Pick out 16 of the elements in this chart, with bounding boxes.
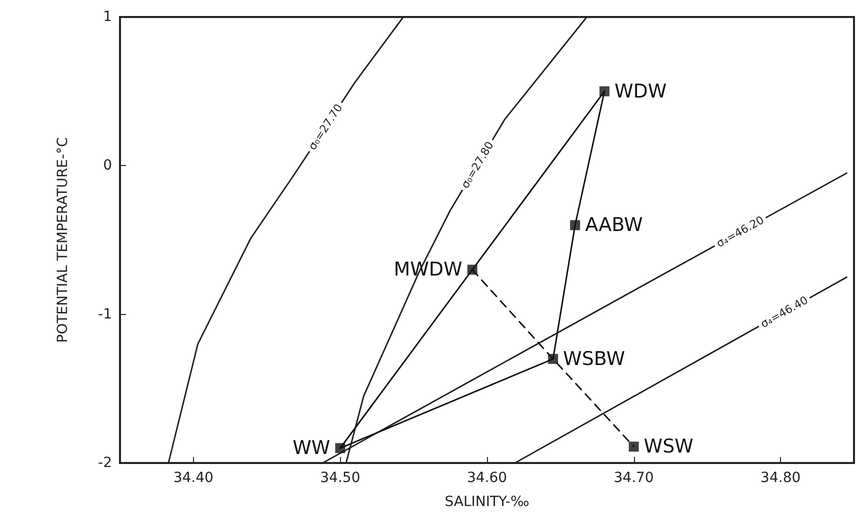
annotation: WDW	[614, 80, 667, 102]
x-tick-label: 34.40	[173, 470, 214, 486]
y-axis-title: POTENTIAL TEMPERATURE-°C	[55, 137, 71, 343]
annotation: WSBW	[563, 348, 626, 370]
y-tick-label: 0	[103, 158, 112, 174]
annotation: WW	[292, 437, 330, 460]
y-tick-label: 1	[103, 9, 112, 25]
y-tick-label: -1	[98, 306, 112, 322]
x-axis-title: SALINITY-‰	[444, 494, 530, 510]
annotation: AABW	[585, 214, 643, 236]
y-tick-label: -2	[98, 455, 112, 471]
x-tick-label: 34.80	[760, 470, 801, 486]
x-tick-label: 34.70	[614, 470, 654, 486]
annotation: WSW	[644, 436, 694, 458]
x-tick-label: 34.50	[320, 470, 360, 486]
x-tick-label: 34.60	[466, 470, 508, 486]
